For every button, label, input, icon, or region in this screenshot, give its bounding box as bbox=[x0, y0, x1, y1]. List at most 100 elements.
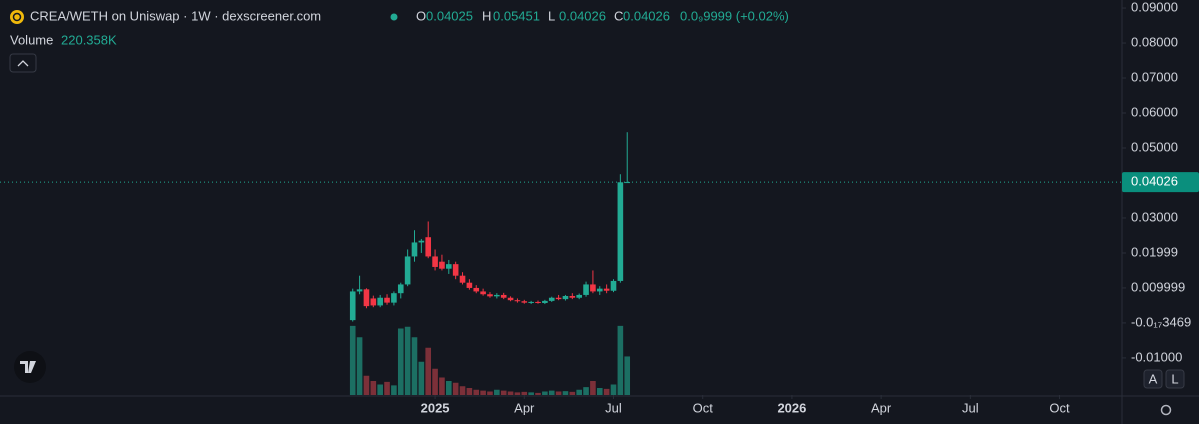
collapse-icon bbox=[17, 60, 29, 67]
candle-body bbox=[542, 300, 548, 303]
volume-bar bbox=[473, 389, 480, 395]
volume-bar bbox=[411, 337, 418, 395]
candle-body bbox=[384, 297, 390, 303]
collapse-button[interactable] bbox=[9, 53, 37, 73]
settings-icon[interactable] bbox=[1160, 404, 1172, 416]
candle-body bbox=[418, 240, 425, 243]
volume-bar bbox=[397, 328, 404, 395]
tv-logo-mark bbox=[20, 361, 36, 373]
ohlc-value: 0.04026 bbox=[559, 8, 606, 23]
candle-body bbox=[446, 264, 452, 269]
candle-body bbox=[528, 301, 534, 303]
candle-body bbox=[487, 294, 493, 297]
volume-bar bbox=[500, 390, 507, 395]
volume-bar bbox=[590, 381, 596, 395]
x-tick-label: 2026 bbox=[777, 400, 806, 415]
y-tick-label: 0.08000 bbox=[1131, 34, 1178, 49]
ohlc-label: L bbox=[548, 8, 555, 23]
volume-bar bbox=[404, 326, 411, 395]
volume-bar bbox=[384, 381, 390, 395]
volume-value: 220.358K bbox=[61, 32, 117, 47]
x-tick-label: Apr bbox=[871, 400, 892, 415]
volume-bar bbox=[528, 392, 534, 395]
candle-body bbox=[439, 261, 445, 269]
volume-bar bbox=[363, 375, 370, 395]
volume-bar bbox=[555, 391, 562, 395]
volume-bar bbox=[356, 337, 363, 395]
volume-bar bbox=[370, 381, 377, 395]
y-tick-label: 0.09000 bbox=[1131, 0, 1178, 14]
chart-title: CREA/WETH on Uniswap · 1W · dexscreener.… bbox=[30, 8, 321, 23]
candle-body bbox=[535, 301, 541, 303]
volume-bar bbox=[349, 325, 356, 395]
volume-bar bbox=[562, 391, 569, 395]
change-value: 0.0₉9999 (+0.02%) bbox=[680, 8, 789, 23]
x-tick-label: Jul bbox=[605, 400, 622, 415]
volume-bar bbox=[377, 384, 383, 395]
volume-bar bbox=[418, 361, 425, 395]
candle-body bbox=[466, 282, 473, 288]
candle-body bbox=[562, 295, 569, 300]
price-tag bbox=[1122, 172, 1199, 193]
token-logo bbox=[12, 12, 22, 22]
candle-body bbox=[363, 289, 370, 307]
candle-body bbox=[480, 291, 486, 295]
ohlc-value: 0.04026 bbox=[623, 8, 670, 23]
volume-bar bbox=[583, 387, 589, 395]
volume-bar bbox=[480, 390, 486, 395]
scale-button[interactable] bbox=[1143, 369, 1163, 389]
x-tick-label: Oct bbox=[693, 400, 714, 415]
candle-body bbox=[473, 287, 480, 292]
volume-bar bbox=[603, 388, 610, 395]
volume-bar bbox=[452, 382, 459, 395]
ohlc-label: O bbox=[416, 8, 426, 23]
candle-body bbox=[507, 297, 514, 301]
y-tick-label: 0.07000 bbox=[1131, 69, 1178, 84]
candle-body bbox=[590, 284, 596, 292]
y-tick-label: 0.01999 bbox=[1131, 244, 1178, 259]
candle-body bbox=[617, 182, 624, 281]
volume-bar bbox=[617, 325, 624, 395]
x-tick-label: Jul bbox=[962, 400, 979, 415]
price-tag-label: 0.04026 bbox=[1131, 174, 1178, 189]
scale-button[interactable] bbox=[1165, 369, 1185, 389]
candle-body bbox=[452, 264, 459, 276]
volume-bar bbox=[466, 388, 473, 395]
candle-body bbox=[569, 295, 576, 298]
y-tick-label: 0.03000 bbox=[1131, 209, 1178, 224]
x-tick-label: Oct bbox=[1049, 400, 1070, 415]
y-tick-label: -0.01000 bbox=[1131, 349, 1182, 364]
candle-body bbox=[349, 291, 356, 321]
candle-body bbox=[377, 297, 383, 306]
candle-body bbox=[624, 182, 631, 184]
volume-bar bbox=[432, 368, 438, 395]
candle-body bbox=[411, 242, 418, 257]
y-tick-label: -0.0₁₇3469 bbox=[1131, 314, 1191, 329]
candle-body bbox=[514, 300, 521, 302]
candle-body bbox=[555, 297, 562, 300]
y-tick-label: 0.009999 bbox=[1131, 279, 1185, 294]
volume-bar bbox=[487, 391, 493, 395]
volume-bar bbox=[494, 389, 500, 395]
candle-body bbox=[610, 280, 617, 291]
volume-bar bbox=[391, 385, 397, 395]
y-tick-label: 0.05000 bbox=[1131, 139, 1178, 154]
candle-body bbox=[356, 289, 363, 292]
volume-bar bbox=[507, 391, 514, 395]
y-tick-label: 0.06000 bbox=[1131, 104, 1178, 119]
candle-body bbox=[459, 275, 466, 283]
volume-bar bbox=[459, 386, 466, 395]
volume-bar bbox=[569, 391, 576, 395]
candle-body bbox=[548, 297, 555, 301]
volume-bar bbox=[610, 384, 617, 395]
volume-bar bbox=[542, 391, 548, 395]
volume-bar bbox=[439, 377, 445, 395]
candle-body bbox=[596, 288, 603, 292]
candle-body bbox=[432, 256, 438, 267]
token-logo bbox=[10, 10, 24, 24]
candle-body bbox=[370, 298, 377, 306]
candle-body bbox=[397, 284, 404, 294]
candle-body bbox=[583, 284, 589, 295]
